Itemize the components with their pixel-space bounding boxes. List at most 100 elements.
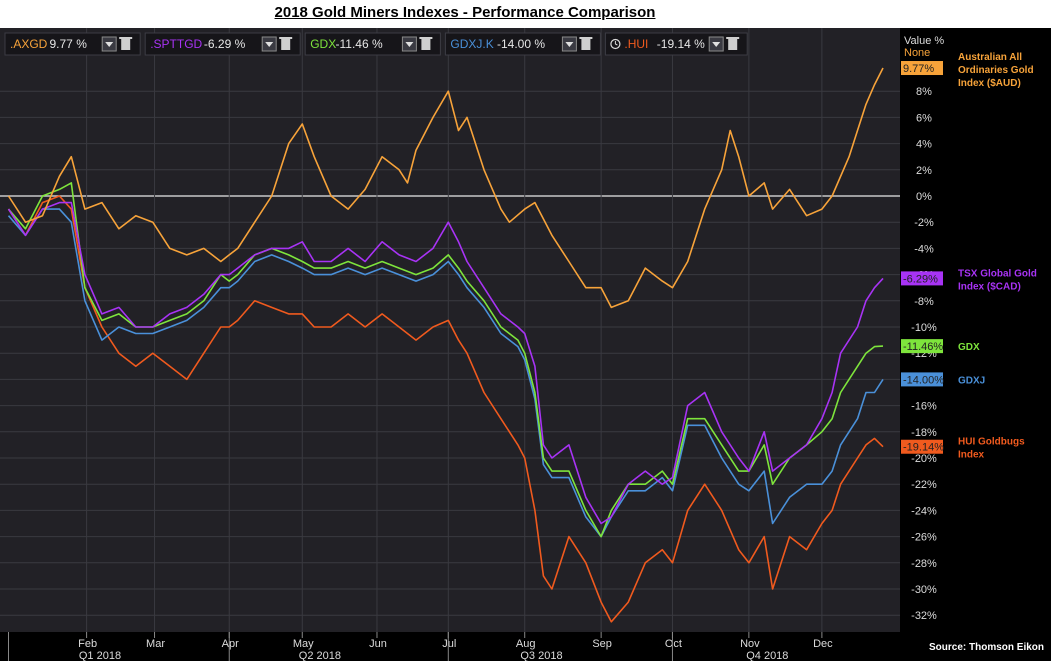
trash-lid	[119, 37, 133, 39]
title-bar: 2018 Gold Miners Indexes - Performance C…	[0, 0, 1051, 28]
legend-item[interactable]: .HUI -19.14 %	[604, 32, 748, 56]
trash-icon[interactable]	[581, 39, 591, 50]
series-name-label: Index ($AUD)	[958, 78, 1021, 89]
x-tick-label: May	[293, 638, 314, 650]
clock-hands	[614, 41, 618, 46]
y-axis-header: Value %	[904, 35, 944, 47]
chevron-down-icon	[712, 42, 721, 47]
end-value-badge	[901, 271, 943, 286]
y-tick-label: -26%	[911, 532, 937, 544]
legend-item[interactable]: GDX -11.46 %	[304, 32, 441, 56]
legend-item-box	[144, 32, 301, 56]
quarter-label: Q1 2018	[79, 650, 121, 661]
x-axis: Feb Mar Apr May Jun Jul Aug Sep Oct Nov Dec Q1 2018…	[7, 632, 833, 661]
legend-item[interactable]: .SPTTGD -6.29 %	[144, 32, 301, 56]
end-value-label: -19.14%	[903, 442, 944, 454]
chevron-down-icon	[565, 42, 574, 47]
series-name-label: HUI Goldbugs	[958, 437, 1025, 448]
x-tick-label: Sep	[592, 638, 612, 650]
end-value-label: -14.00%	[903, 374, 944, 386]
chevron-down-icon	[265, 42, 274, 47]
x-tick-label: Nov	[740, 638, 760, 650]
trash-lid	[419, 37, 433, 39]
y-tick-label: -4%	[914, 243, 934, 255]
chevron-down-icon	[105, 42, 114, 47]
trash-lid	[726, 37, 740, 39]
y-tick-label: -30%	[911, 584, 937, 596]
series-labels: 9.77% Australian All Ordinaries Gold Index …	[901, 52, 1037, 461]
series-name-label: Index ($CAD)	[958, 281, 1021, 292]
y-tick-label: -18%	[911, 427, 937, 439]
trash-lid	[579, 37, 593, 39]
y-tick-label: -24%	[911, 505, 937, 517]
source-note: Source: Thomson Eikon	[929, 642, 1044, 653]
end-value-label: -11.46%	[903, 341, 943, 353]
legend-ric: .AXGD	[10, 37, 48, 51]
legend-ric: .HUI	[624, 37, 648, 51]
legend-value: -6.29 %	[204, 37, 246, 51]
quarter-label: Q2 2018	[299, 650, 341, 661]
legend-item[interactable]: .AXGD 9.77 %	[4, 32, 141, 56]
legend-value: -11.46 %	[336, 37, 383, 51]
end-value-badge	[901, 61, 943, 76]
series-line-gdxj	[7, 208, 884, 538]
legend-item-box	[444, 32, 601, 56]
x-tick-label: Oct	[665, 638, 682, 650]
x-tick-label: Aug	[516, 638, 536, 650]
x-tick-label: Apr	[222, 638, 239, 650]
end-value-badge	[901, 339, 943, 354]
end-value-label: 9.77%	[903, 63, 934, 75]
chart-title: 2018 Gold Miners Indexes - Performance C…	[274, 4, 656, 21]
y-tick-label: -16%	[911, 401, 937, 413]
legend-value: 9.77 %	[50, 37, 88, 51]
series-line-gdx	[7, 182, 884, 538]
y-tick-label: -8%	[914, 296, 934, 308]
y-tick-label: 2%	[916, 165, 932, 177]
y-tick-label: -28%	[911, 558, 937, 570]
clock-icon	[610, 38, 621, 50]
legend-value: -14.00 %	[497, 37, 545, 51]
trash-lid	[279, 37, 293, 39]
y-tick-label: -20%	[911, 453, 937, 465]
y-tick-label: 4%	[916, 139, 932, 151]
series-line-hui	[7, 195, 884, 623]
x-tick-label: Dec	[813, 638, 833, 650]
series-name-label: GDX	[958, 342, 980, 353]
series-name-label: GDXJ	[958, 375, 985, 386]
legend-ric: GDX	[310, 37, 336, 51]
legend-value: -19.14 %	[657, 37, 705, 51]
series-line-tsx	[7, 201, 884, 525]
trash-icon[interactable]	[421, 39, 431, 50]
legend-item[interactable]: GDXJ.K -14.00 %	[444, 32, 601, 56]
legend-bar: .AXGD 9.77 % .SPTTGD -6.29 % GDX -11.46 % GDXJ…	[4, 32, 748, 56]
plot-background	[0, 28, 900, 632]
xaxis-background	[0, 632, 1051, 661]
series-line-australian	[7, 67, 884, 309]
trash-icon[interactable]	[121, 39, 131, 50]
y-tick-label: -10%	[911, 322, 937, 334]
series-layer	[7, 67, 884, 623]
end-value-badge	[901, 372, 943, 387]
end-value-badge	[901, 439, 943, 454]
y-axis-unit: None	[904, 47, 930, 59]
legend-ric: GDXJ.K	[450, 37, 493, 51]
x-tick-label: Jul	[442, 638, 456, 650]
trash-icon[interactable]	[281, 39, 291, 50]
y-tick-label: -22%	[911, 479, 937, 491]
y-tick-label: 8%	[916, 86, 932, 98]
quarter-label: Q3 2018	[520, 650, 562, 661]
chart-area: .AXGD 9.77 % .SPTTGD -6.29 % GDX -11.46 % GDXJ…	[0, 28, 1051, 661]
y-tick-label: 6%	[916, 112, 932, 124]
end-value-label: -6.29%	[903, 273, 938, 285]
quarter-label: Q4 2018	[746, 650, 788, 661]
legend-ric: .SPTTGD	[150, 37, 202, 51]
y-tick-label: 0%	[916, 191, 932, 203]
series-name-label: TSX Global Gold	[958, 268, 1037, 279]
series-name-label: Ordinaries Gold	[958, 65, 1034, 76]
y-tick-label: -2%	[914, 217, 934, 229]
y-tick-label: -32%	[911, 610, 937, 622]
trash-icon[interactable]	[728, 39, 738, 50]
x-tick-label: Feb	[78, 638, 97, 650]
series-name-label: Australian All	[958, 52, 1022, 63]
series-name-label: Index	[958, 450, 985, 461]
